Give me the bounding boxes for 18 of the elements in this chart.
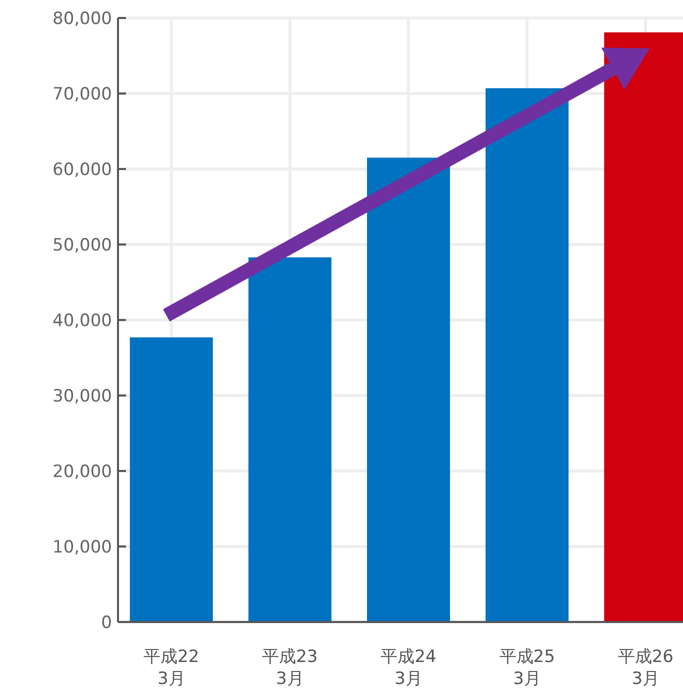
bar [367,158,450,622]
bar [130,337,213,622]
x-tick-label: 平成22 3月 [144,647,200,689]
x-tick-label: 平成26 3月 [618,647,674,689]
y-tick-label: 70,000 [52,84,112,104]
y-tick-label: 30,000 [52,386,112,406]
y-tick-label: 60,000 [52,160,112,180]
x-tick-label: 平成24 3月 [380,647,436,689]
y-tick-label: 40,000 [52,310,112,331]
y-tick-label: 10,000 [52,537,112,558]
y-tick-label: 50,000 [52,235,112,256]
y-tick-label: 0 [101,612,112,633]
x-tick-label: 平成25 3月 [499,647,555,689]
bar [248,257,332,622]
y-tick-label: 80,000 [52,8,112,29]
y-tick-label: 20,000 [52,462,112,482]
bar [486,88,569,622]
x-tick-label: 平成23 3月 [262,647,318,689]
